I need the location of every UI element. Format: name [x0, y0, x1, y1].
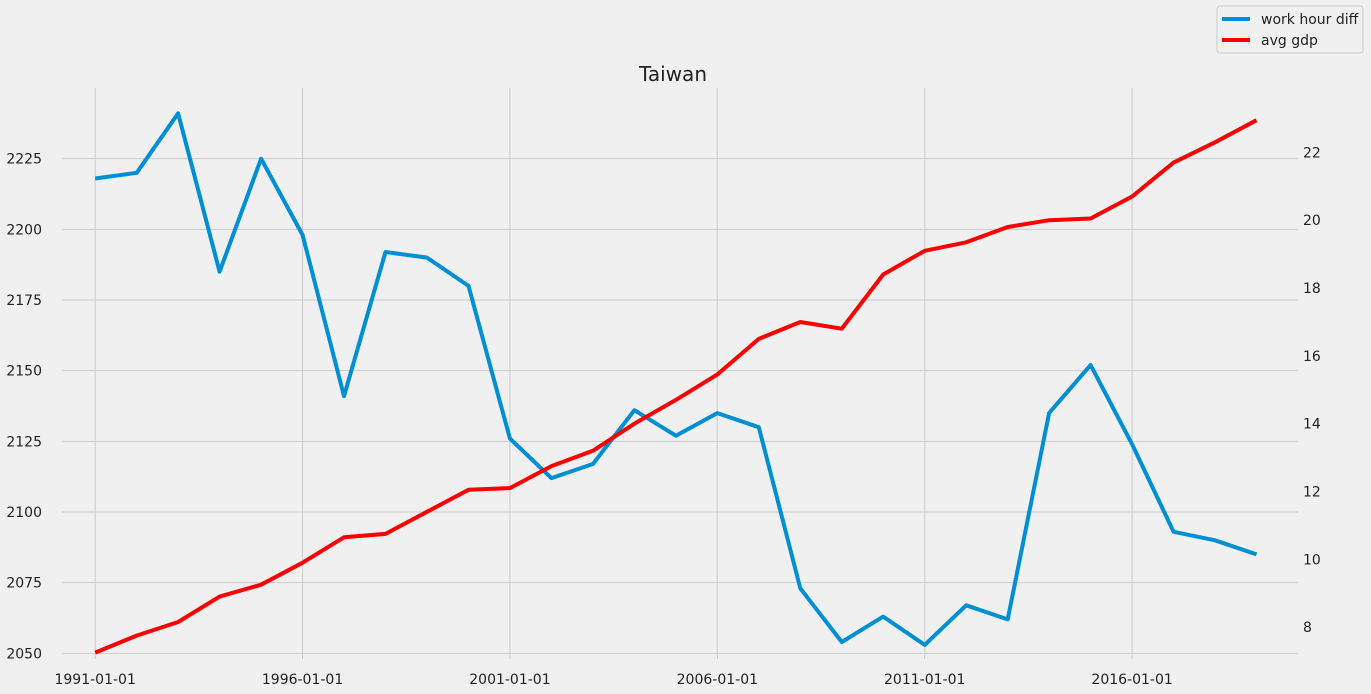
grid: [62, 88, 1298, 659]
y-left-tick-label: 2225: [6, 152, 42, 168]
y-right-tick-label: 12: [1303, 484, 1321, 500]
x-tick-label: 2006-01-01: [677, 672, 758, 688]
y-right-tick-label: 8: [1303, 620, 1312, 636]
series-line-avg-gdp: [94, 118, 1258, 655]
x-tick-label: 2011-01-01: [884, 672, 965, 688]
y-left-tick-label: 2100: [6, 505, 42, 521]
x-tick-label: 2016-01-01: [1091, 672, 1172, 688]
y-left-tick-label: 2125: [6, 434, 42, 450]
y-left-tick-label: 2200: [6, 222, 42, 238]
y-right-tick-label: 18: [1303, 281, 1321, 297]
x-tick-label: 2001-01-01: [469, 672, 550, 688]
x-tick-label: 1991-01-01: [54, 672, 135, 688]
y-left-tick-label: 2075: [6, 576, 42, 592]
y-right-tick-label: 10: [1303, 552, 1321, 568]
legend-label-work-hour-diff: work hour diff: [1261, 12, 1359, 28]
y-right-tick-label: 22: [1303, 145, 1321, 161]
legend-label-avg-gdp: avg gdp: [1261, 33, 1318, 49]
y-left-tick-label: 2175: [6, 293, 42, 309]
legend: work hour diff avg gdp: [1216, 5, 1364, 54]
tick-labels: 2050 2075 2100 2125 2150 2175 2200 2225 1991-01-…: [6, 145, 1321, 688]
y-right-tick-label: 16: [1303, 349, 1321, 365]
y-left-tick-label: 2050: [6, 646, 42, 662]
y-right-tick-label: 14: [1303, 417, 1321, 433]
y-left-tick-label: 2150: [6, 364, 42, 380]
y-right-tick-label: 20: [1303, 213, 1321, 229]
legend-box: [1216, 5, 1364, 54]
x-tick-label: 1996-01-01: [262, 672, 343, 688]
chart-title: Taiwan: [638, 62, 707, 86]
series-layer: [94, 111, 1258, 655]
series-line-work-hour-diff: [94, 111, 1258, 647]
